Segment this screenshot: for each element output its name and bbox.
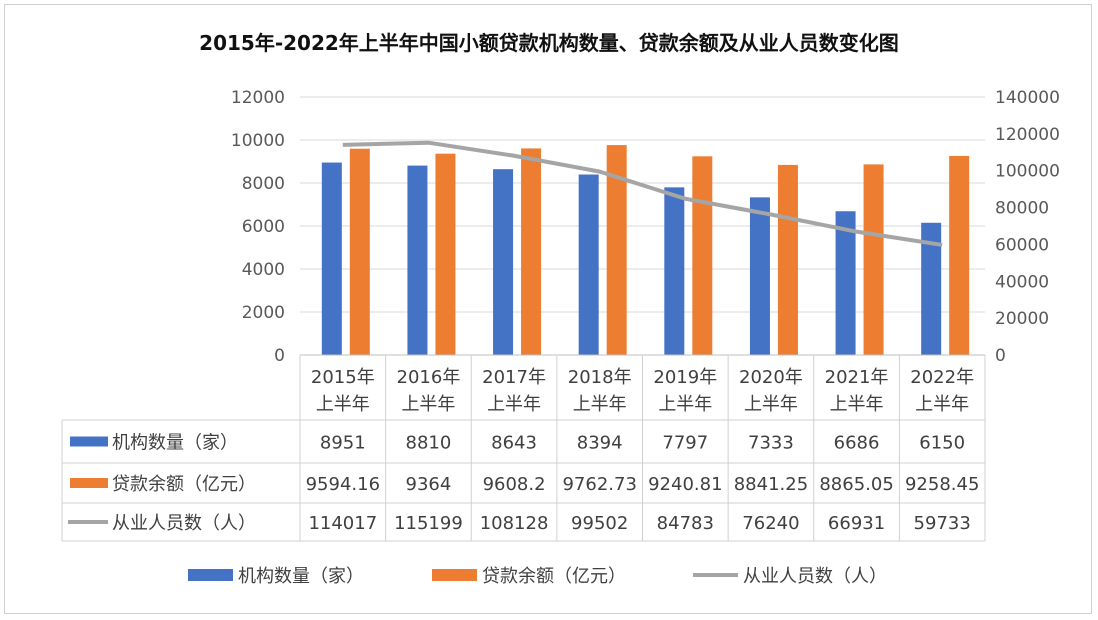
table-cell: 99502 — [571, 513, 628, 534]
bar-institutions — [664, 187, 685, 355]
table-row-header: 从业人员数（人） — [112, 513, 256, 534]
y-right-tick-label: 100000 — [995, 162, 1060, 182]
table-cell: 59733 — [914, 513, 971, 534]
line-employees — [342, 140, 943, 247]
table-cell: 6150 — [919, 433, 965, 454]
x-tick-label: 上半年 — [316, 394, 370, 415]
table-cell: 8841.25 — [734, 474, 808, 495]
bar-loan-balance — [692, 156, 713, 355]
table-cell: 76240 — [742, 513, 799, 534]
y-left-tick-label: 8000 — [242, 174, 285, 194]
x-tick-label: 上半年 — [744, 394, 798, 415]
legend-key — [188, 569, 233, 581]
table-cell: 9240.81 — [648, 474, 722, 495]
table-row-header: 机构数量（家） — [112, 433, 238, 454]
y-right-tick-label: 40000 — [995, 272, 1049, 292]
table-cell: 8810 — [406, 433, 452, 454]
bar-loan-balance — [863, 164, 884, 355]
y-left-tick-label: 12000 — [231, 88, 285, 108]
bar-institutions — [835, 211, 856, 355]
table-cell: 9762.73 — [562, 474, 636, 495]
table-cell: 9608.2 — [483, 474, 546, 495]
y-left-tick-label: 6000 — [242, 217, 285, 237]
table-cell: 9594.16 — [306, 474, 380, 495]
bar-loan-balance — [349, 148, 370, 355]
table-row-header: 贷款余额（亿元） — [112, 474, 256, 495]
bar-loan-balance — [949, 155, 970, 355]
table-cell: 9258.45 — [905, 474, 979, 495]
bar-institutions — [493, 169, 514, 355]
x-tick-label: 上半年 — [487, 394, 541, 415]
legend-label: 贷款余额（亿元） — [482, 566, 626, 587]
table-cell: 6686 — [834, 433, 880, 454]
table-cell: 108128 — [480, 513, 549, 534]
y-left-tick-label: 4000 — [242, 260, 285, 280]
bar-institutions — [321, 162, 342, 355]
y-left-tick-label: 0 — [274, 346, 285, 366]
x-tick-label: 上半年 — [915, 394, 969, 415]
table-cell: 115199 — [394, 513, 463, 534]
x-tick-label: 2020年 — [739, 367, 803, 388]
table-cell: 114017 — [308, 513, 377, 534]
bar-loan-balance — [435, 153, 456, 355]
chart-frame — [4, 4, 1092, 614]
x-tick-label: 2016年 — [397, 367, 461, 388]
chart-title: 2015年-2022年上半年中国小额贷款机构数量、贷款余额及从业人员数变化图 — [199, 31, 899, 55]
x-tick-label: 2019年 — [653, 367, 717, 388]
y-left-tick-label: 10000 — [231, 131, 285, 151]
table-cell: 8865.05 — [819, 474, 893, 495]
table-cell: 66931 — [828, 513, 885, 534]
x-tick-label: 上半年 — [401, 394, 455, 415]
table-cell: 8643 — [491, 433, 537, 454]
x-tick-label: 上半年 — [830, 394, 884, 415]
table-cell: 84783 — [657, 513, 714, 534]
y-right-tick-label: 0 — [995, 346, 1006, 366]
x-tick-label: 2022年 — [910, 367, 974, 388]
bar-institutions — [921, 222, 942, 355]
x-tick-label: 2021年 — [825, 367, 889, 388]
table-cell: 7333 — [748, 433, 794, 454]
y-right-tick-label: 20000 — [995, 309, 1049, 329]
x-tick-label: 2017年 — [482, 367, 546, 388]
bar-loan-balance — [606, 145, 627, 355]
table-cell: 7797 — [662, 433, 708, 454]
y-right-tick-label: 120000 — [995, 125, 1060, 145]
x-tick-label: 上半年 — [658, 394, 712, 415]
y-right-tick-label: 60000 — [995, 235, 1049, 255]
table-legend-key — [70, 478, 108, 488]
legend-key — [432, 569, 477, 581]
legend-label: 从业人员数（人） — [743, 566, 887, 587]
legend-label: 机构数量（家） — [238, 566, 364, 587]
bar-loan-balance — [777, 164, 798, 355]
bar-institutions — [578, 174, 599, 355]
table-legend-key — [70, 436, 108, 447]
table-cell: 8951 — [320, 433, 366, 454]
x-tick-label: 2018年 — [568, 367, 632, 388]
x-tick-label: 2015年 — [311, 367, 375, 388]
table-cell: 9364 — [406, 474, 452, 495]
x-tick-label: 上半年 — [573, 394, 627, 415]
y-left-tick-label: 2000 — [242, 303, 285, 323]
bar-loan-balance — [521, 148, 542, 355]
bar-institutions — [749, 197, 770, 355]
bar-institutions — [407, 165, 428, 355]
y-right-tick-label: 80000 — [995, 199, 1049, 219]
y-right-tick-label: 140000 — [995, 88, 1060, 108]
table-cell: 8394 — [577, 433, 623, 454]
